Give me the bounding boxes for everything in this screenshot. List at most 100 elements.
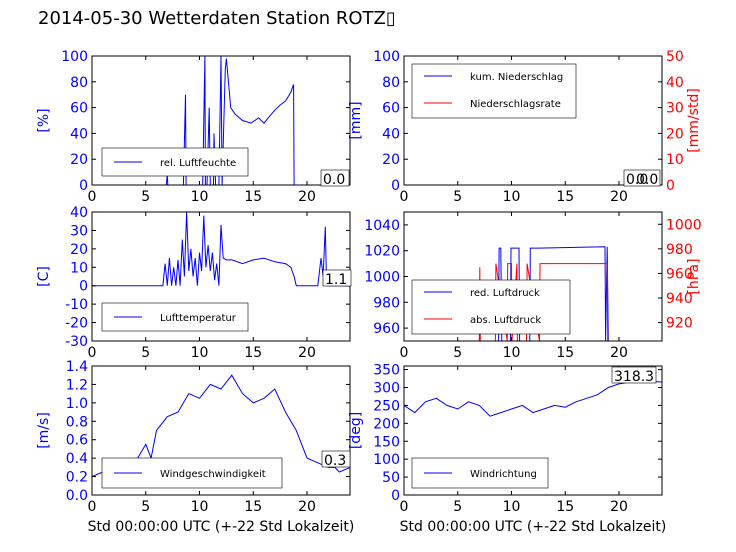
panel-windspeed: 0 5 10 15 20 0.0 0.2 0.4 0.6 0.8 1.0 1.2 1.4 [m/s] Std… (36, 359, 354, 535)
x-tick-label: 15 (556, 345, 574, 361)
y2-tick-label: 940 (666, 291, 693, 307)
annotation-box (611, 366, 657, 384)
y-tick-label: 980 (373, 295, 400, 311)
y-axis-label: [m/s] (36, 412, 52, 449)
y-tick-label: 40 (70, 126, 88, 142)
plot-frame-humidity (91, 55, 351, 186)
y2-tick-label: 980 (666, 242, 693, 258)
annotation-value: 1.1 (325, 272, 347, 288)
x-tick-label: 15 (244, 345, 262, 361)
x-tick-label: 0 (400, 499, 409, 515)
series-line-temperature-0 (92, 211, 350, 287)
x-tick-label: 20 (610, 189, 628, 205)
y-tick-label: 200 (373, 416, 400, 432)
y-tick-label: 50 (382, 470, 400, 486)
y-tick-label: 350 (373, 363, 400, 379)
x-tick-label: 0 (88, 189, 97, 205)
x-tick-label: 0 (400, 189, 409, 205)
series-line-winddirection-0 (403, 379, 663, 417)
x-tick-label: 15 (556, 499, 574, 515)
y-tick-label: 0.4 (66, 451, 88, 467)
legend-label: Windgeschwindigkeit (160, 469, 266, 480)
y-tick-label: 0 (391, 178, 400, 194)
y2-tick-label: 40 (666, 75, 684, 91)
y-tick-label: 20 (382, 152, 400, 168)
x-tick-label: 10 (191, 499, 209, 515)
y-tick-label: -30 (65, 334, 88, 350)
legend-label: abs. Luftdruck (470, 315, 541, 326)
x-tick-label: 10 (191, 189, 209, 205)
y-tick-label: 30 (70, 223, 88, 239)
plot-frame-winddirection (403, 365, 663, 496)
y-tick-label: 80 (382, 75, 400, 91)
annotation-box (321, 450, 351, 468)
y-tick-label: 60 (382, 101, 400, 117)
y-tick-label: 40 (70, 205, 88, 221)
y2-tick-label: 30 (666, 101, 684, 117)
y-tick-label: 0.0 (66, 488, 88, 504)
y-axis-label: [deg] (348, 412, 364, 449)
y2-tick-label: 920 (666, 316, 693, 332)
x-tick-label: 20 (298, 499, 316, 515)
y2-tick-label: 1000 (666, 217, 702, 233)
y-tick-label: 300 (373, 381, 400, 397)
y-tick-label: 20 (70, 152, 88, 168)
y-tick-label: 0.6 (66, 433, 88, 449)
legend-box-precipitation (411, 63, 577, 119)
legend-label: Windrichtung (470, 469, 537, 480)
x-tick-label: 15 (244, 499, 262, 515)
y-tick-label: 150 (373, 434, 400, 450)
x-axis-label: Std 00:00:00 UTC (+-22 Std Lokalzeit) (88, 519, 355, 535)
x-tick-label: 5 (141, 345, 150, 361)
x-tick-label: 15 (556, 189, 574, 205)
y-tick-label: 10 (70, 260, 88, 276)
panel-humidity: 0 5 10 15 20 0 20 40 60 80 100 [%] rel. Luftfeuchte 0… (36, 49, 351, 205)
figure-title: 2014-05-30 Wetterdaten Station ROTZ▯ (38, 8, 396, 29)
y2-axis-label: [mm/std] (686, 88, 702, 153)
x-axis-label: Std 00:00:00 UTC (+-22 Std Lokalzeit) (400, 519, 667, 535)
annotation-value: 0.3 (324, 453, 346, 469)
annotation-value: 318.3 (614, 369, 654, 385)
panel-precipitation: 0 5 10 15 20 0 20 40 60 80 100 0 10 20 30 40 50 [mm] [mm/s… (348, 49, 702, 205)
x-tick-label: 5 (141, 499, 150, 515)
y-tick-label: 1020 (364, 244, 400, 260)
x-tick-label: 10 (503, 345, 521, 361)
x-tick-label: 5 (453, 189, 462, 205)
y-axis-label: [%] (36, 108, 52, 132)
legend-label: red. Luftdruck (470, 288, 540, 299)
plot-frame-windspeed (91, 365, 351, 496)
y-tick-label: -20 (65, 316, 88, 332)
y2-tick-label: 0 (666, 178, 675, 194)
y-tick-label: 250 (373, 398, 400, 414)
x-tick-label: 10 (503, 499, 521, 515)
y-tick-label: 0 (79, 178, 88, 194)
y2-tick-label: 960 (666, 266, 693, 282)
annotation-value: 0.0 (626, 172, 648, 188)
y-axis-label: [mm] (348, 101, 364, 139)
y-tick-label: 80 (70, 75, 88, 91)
y2-tick-label: 20 (666, 126, 684, 142)
series-line-windspeed-0 (91, 374, 351, 482)
x-tick-label: 20 (298, 189, 316, 205)
x-tick-label: 20 (298, 345, 316, 361)
x-tick-label: 20 (610, 499, 628, 515)
y-tick-label: 1.4 (66, 359, 88, 375)
legend-label: Niederschlagsrate (470, 99, 561, 110)
y-tick-label: 100 (373, 452, 400, 468)
legend-box-pressure (411, 279, 571, 335)
annotation-box (322, 269, 352, 287)
annotation-box (623, 169, 661, 187)
panel-pressure: 0 5 10 15 20 960 980 1000 1020 1040 920 940 960 980 10… (364, 211, 702, 361)
annotation-box (320, 169, 350, 187)
y2-tick-label: 10 (666, 152, 684, 168)
x-tick-label: 15 (244, 189, 262, 205)
y-tick-label: 0 (391, 488, 400, 504)
annotation-value: 0.0 (323, 172, 345, 188)
y-tick-label: 1040 (364, 218, 400, 234)
legend-label: Lufttemperatur (160, 313, 237, 324)
x-tick-label: 10 (503, 189, 521, 205)
legend-label: kum. Niederschlag (470, 72, 563, 83)
x-tick-label: 0 (400, 345, 409, 361)
x-tick-label: 0 (88, 499, 97, 515)
